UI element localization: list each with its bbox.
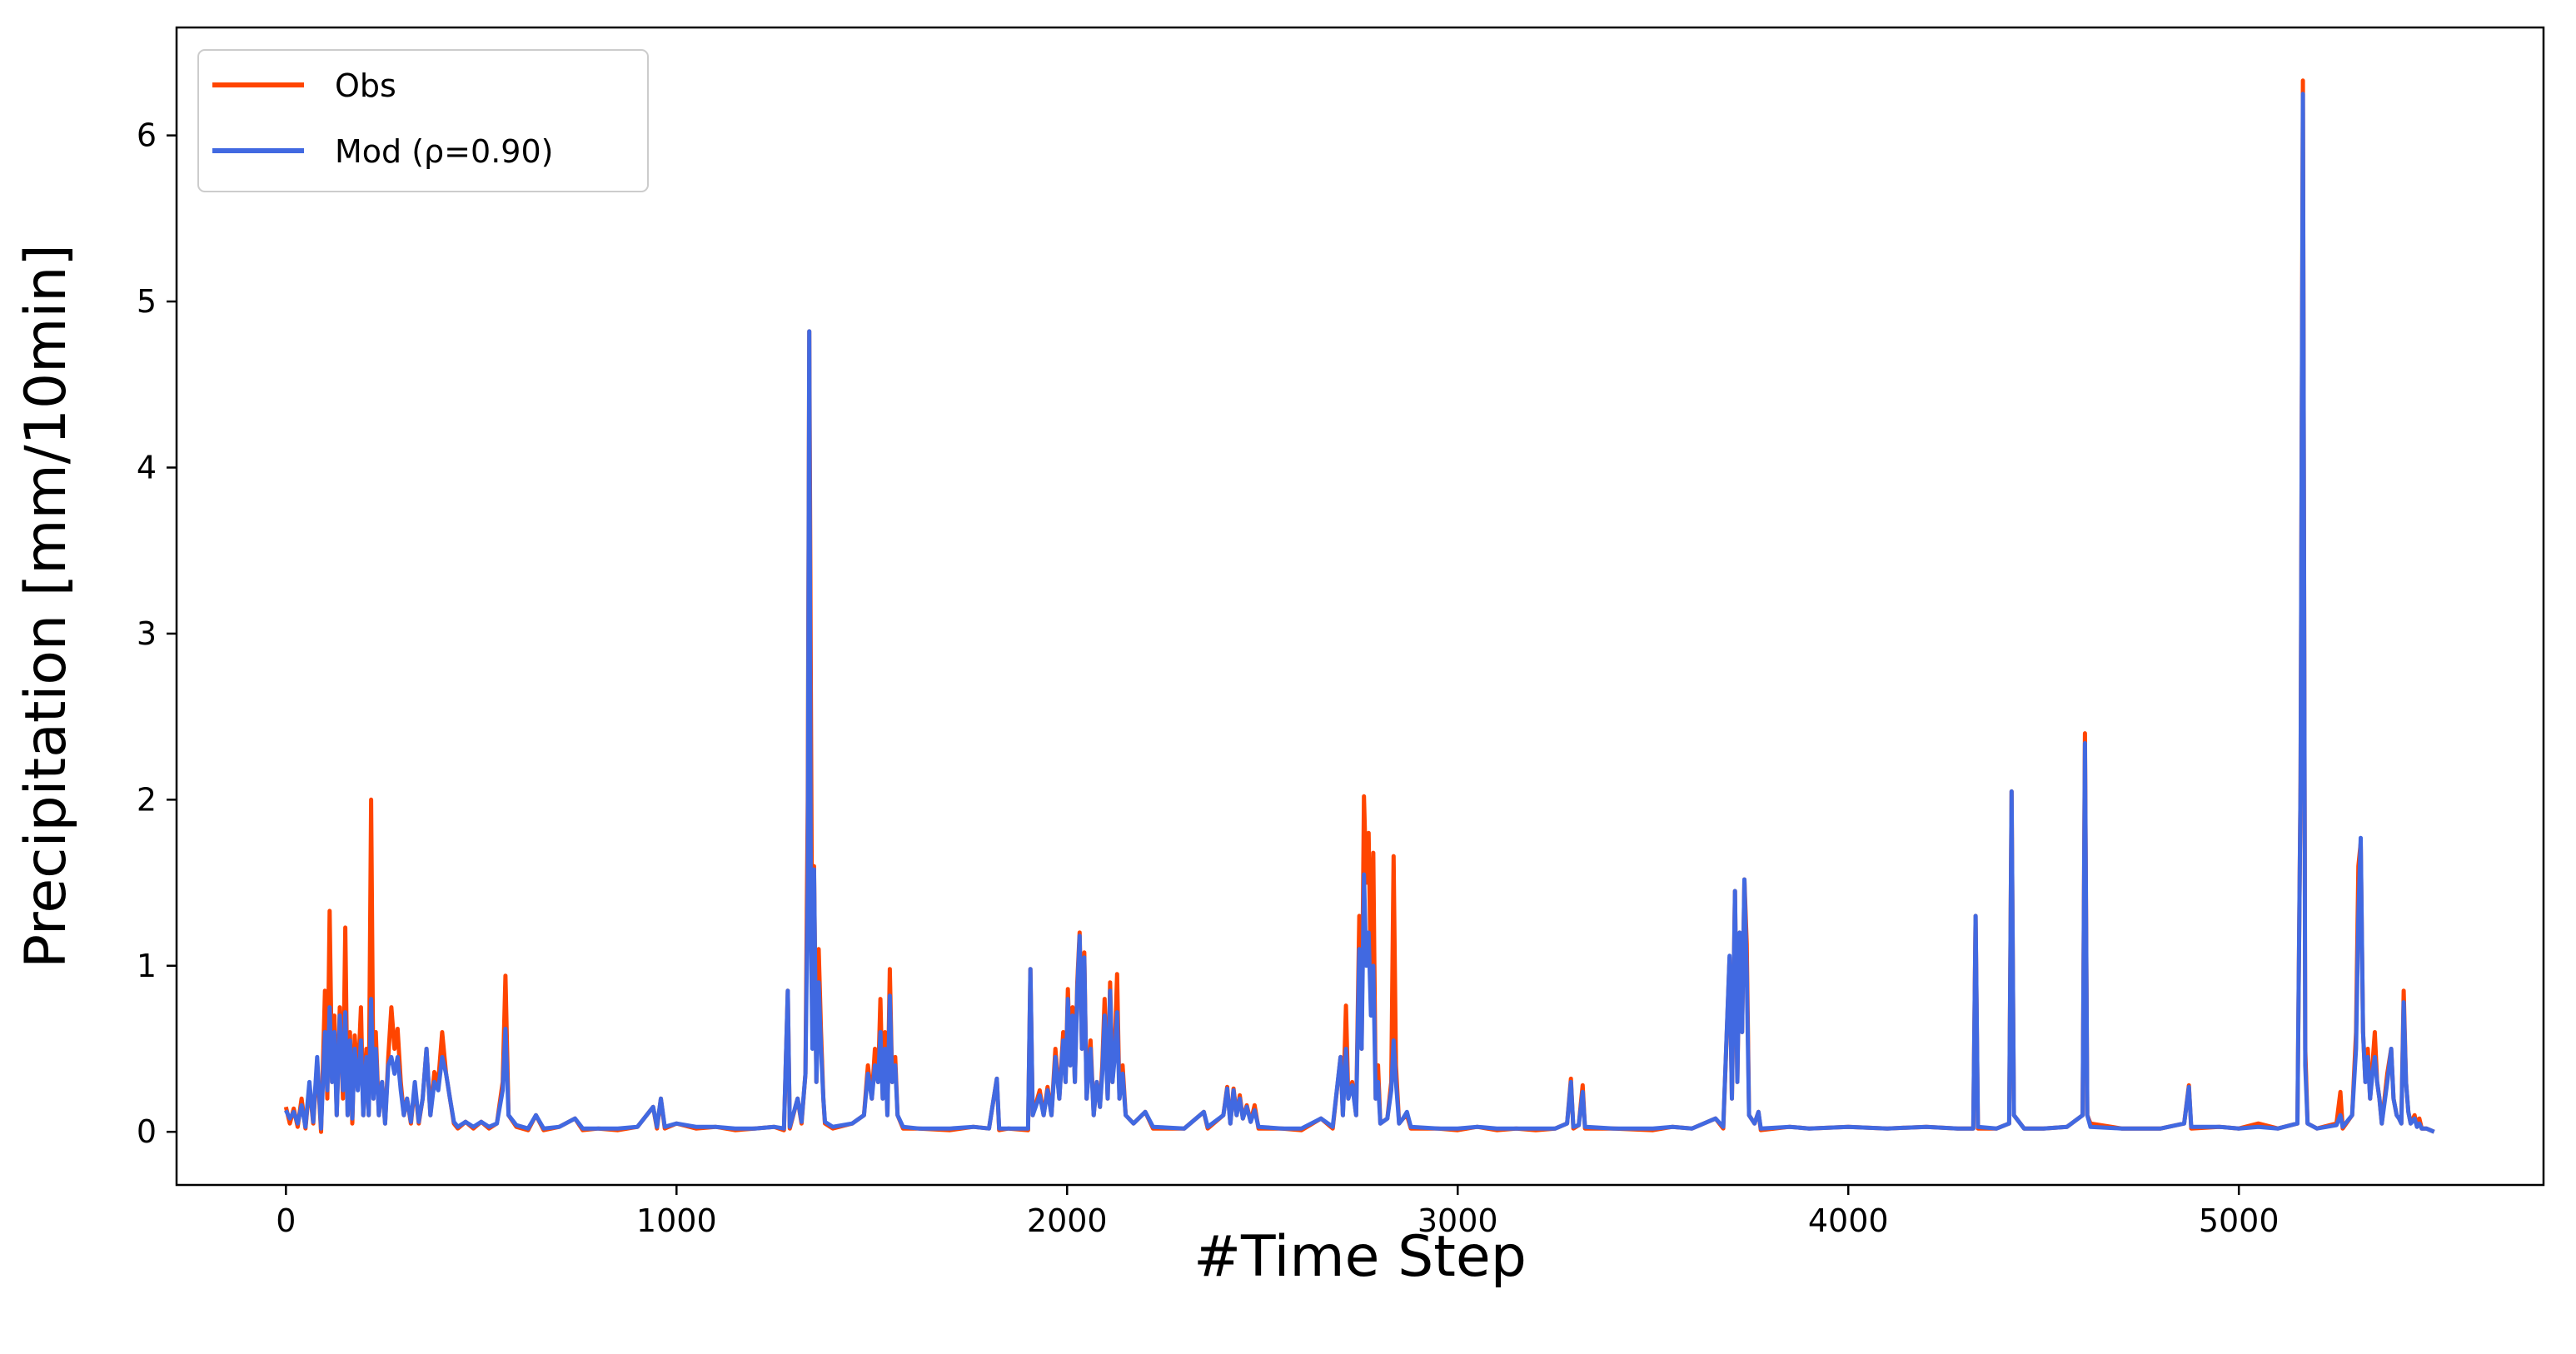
legend-box: [197, 49, 649, 192]
x-tick-label: 0: [276, 1202, 296, 1239]
x-tick-label: 4000: [1808, 1202, 1889, 1239]
y-tick-label: 5: [137, 283, 157, 320]
y-tick-label: 6: [137, 117, 157, 154]
x-axis: 0 1000 2000 3000 4000 5000: [276, 1185, 2280, 1239]
x-axis-label: #Time Step: [1193, 1224, 1527, 1290]
x-tick-label: 2000: [1027, 1202, 1108, 1239]
x-tick-label: 3000: [1418, 1202, 1498, 1239]
y-tick-label: 0: [137, 1113, 157, 1150]
y-axis: 0 1 2 3 4 5 6: [137, 117, 177, 1150]
series-line-mod: [284, 92, 2435, 1134]
y-tick-label: 1: [137, 948, 157, 984]
plot-area: [175, 26, 2545, 1187]
plot-frame: [175, 26, 2545, 1187]
y-tick-label: 4: [137, 449, 157, 485]
y-tick-label: 2: [137, 781, 157, 818]
series-layer: [283, 78, 2435, 1134]
legend-label-obs: Obs: [335, 67, 396, 104]
y-axis-label: Precipitation [mm/10min]: [13, 244, 79, 968]
x-tick-label: 5000: [2199, 1202, 2280, 1239]
y-tick-label: 3: [137, 615, 157, 652]
legend-label-mod: Mod (ρ=0.90): [335, 133, 553, 170]
legend: Obs Mod (ρ=0.90): [197, 49, 649, 192]
x-tick-label: 1000: [636, 1202, 717, 1239]
